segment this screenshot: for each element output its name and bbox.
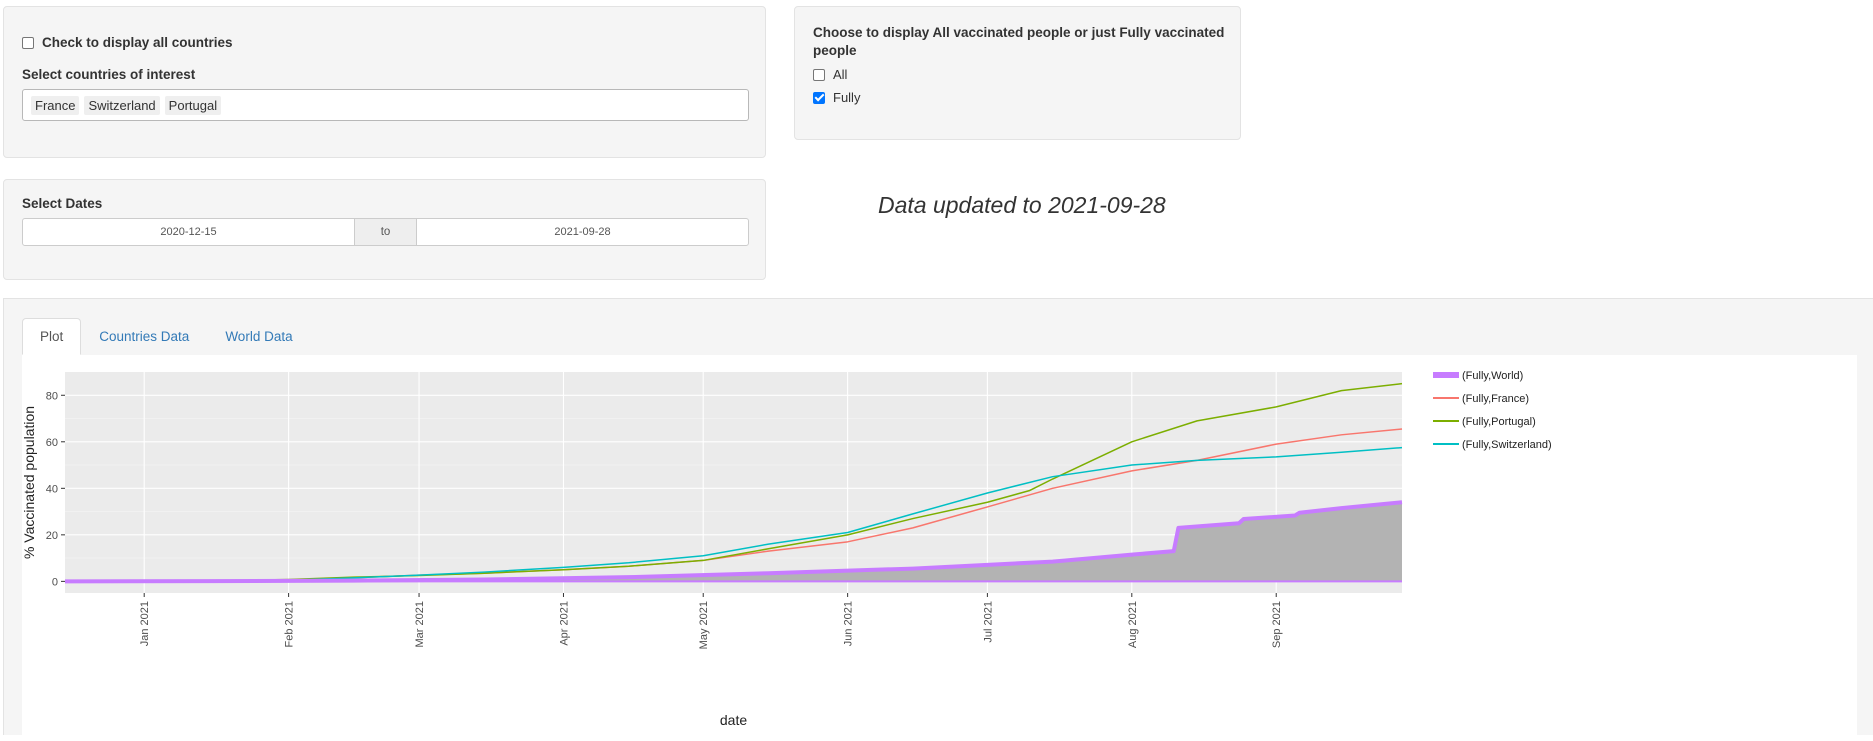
y-tick-label: 20 [46,530,58,542]
vaccination-type-panel: Choose to display All vaccinated people … [794,6,1241,140]
x-tick-label: Mar 2021 [414,601,426,647]
y-tick-label: 40 [46,483,58,495]
vaccination-type-label: Choose to display All vaccinated people … [813,25,1225,58]
x-tick-label: May 2021 [698,601,710,649]
all-countries-checkbox[interactable] [22,36,34,49]
x-tick-label: Sep 2021 [1271,601,1283,648]
tab-plot[interactable]: Plot [22,318,82,355]
x-axis-title: date [720,712,747,728]
all-checkbox[interactable] [813,68,825,81]
countries-label: Select countries of interest [22,67,196,82]
fully-checkbox[interactable] [813,91,825,104]
country-chip[interactable]: Switzerland [84,95,160,115]
y-tick-label: 80 [46,390,58,402]
series-line-fully-world [64,500,1403,584]
tab-countries-data[interactable]: Countries Data [99,329,190,344]
legend-label: (Fully,Portugal) [1462,416,1536,428]
x-tick-label: Jun 2021 [843,601,855,646]
legend-label: (Fully,World) [1462,370,1523,382]
y-tick-label: 0 [52,576,58,588]
x-tick-label: Feb 2021 [284,601,296,647]
y-axis-title: % Vaccinated population [22,406,37,559]
legend-label: (Fully,Switzerland) [1462,439,1552,451]
series-line-fully-switzerland [64,446,1403,583]
country-chip[interactable]: Portugal [164,95,222,115]
fully-option-label: Fully [833,90,861,105]
all-countries-label: Check to display all countries [42,35,233,50]
tab-world-data[interactable]: World Data [225,329,293,344]
date-range: 2020-12-15 to 2021-09-28 [22,218,749,246]
x-tick-label: Jan 2021 [139,601,151,646]
plot-area: 0 20 40 60 80 Jan 2021 Feb 2021 Mar 2021 Apr 202… [21,355,1857,736]
x-tick-label: Aug 2021 [1127,601,1139,648]
x-tick-label: Apr 2021 [558,601,570,646]
countries-panel: Check to display all countries Select co… [3,6,766,158]
legend-label: (Fully,France) [1462,393,1529,405]
vaccination-chart: 0 20 40 60 80 Jan 2021 Feb 2021 Mar 2021 Apr 202… [21,370,1552,728]
type-option-all[interactable]: All [813,67,847,82]
x-tick-label: Jul 2021 [982,601,994,643]
type-option-fully[interactable]: Fully [813,90,860,105]
all-countries-row[interactable]: Check to display all countries [22,35,233,50]
tab-bar: Plot Countries Data World Data [22,318,311,355]
end-date-input[interactable]: 2021-09-28 [416,218,749,246]
data-updated-text: Data updated to 2021-09-28 [878,192,1166,218]
date-range-separator: to [355,218,416,246]
all-option-label: All [833,67,848,82]
dates-panel: Select Dates 2020-12-15 to 2021-09-28 [3,179,766,280]
y-tick-label: 60 [46,437,58,449]
dates-label: Select Dates [22,196,103,211]
country-chip[interactable]: France [31,95,80,115]
countries-select[interactable]: France Switzerland Portugal [22,89,749,121]
main-panel: Plot Countries Data World Data 0 20 40 60 80… [3,298,1873,736]
start-date-input[interactable]: 2020-12-15 [22,218,355,246]
